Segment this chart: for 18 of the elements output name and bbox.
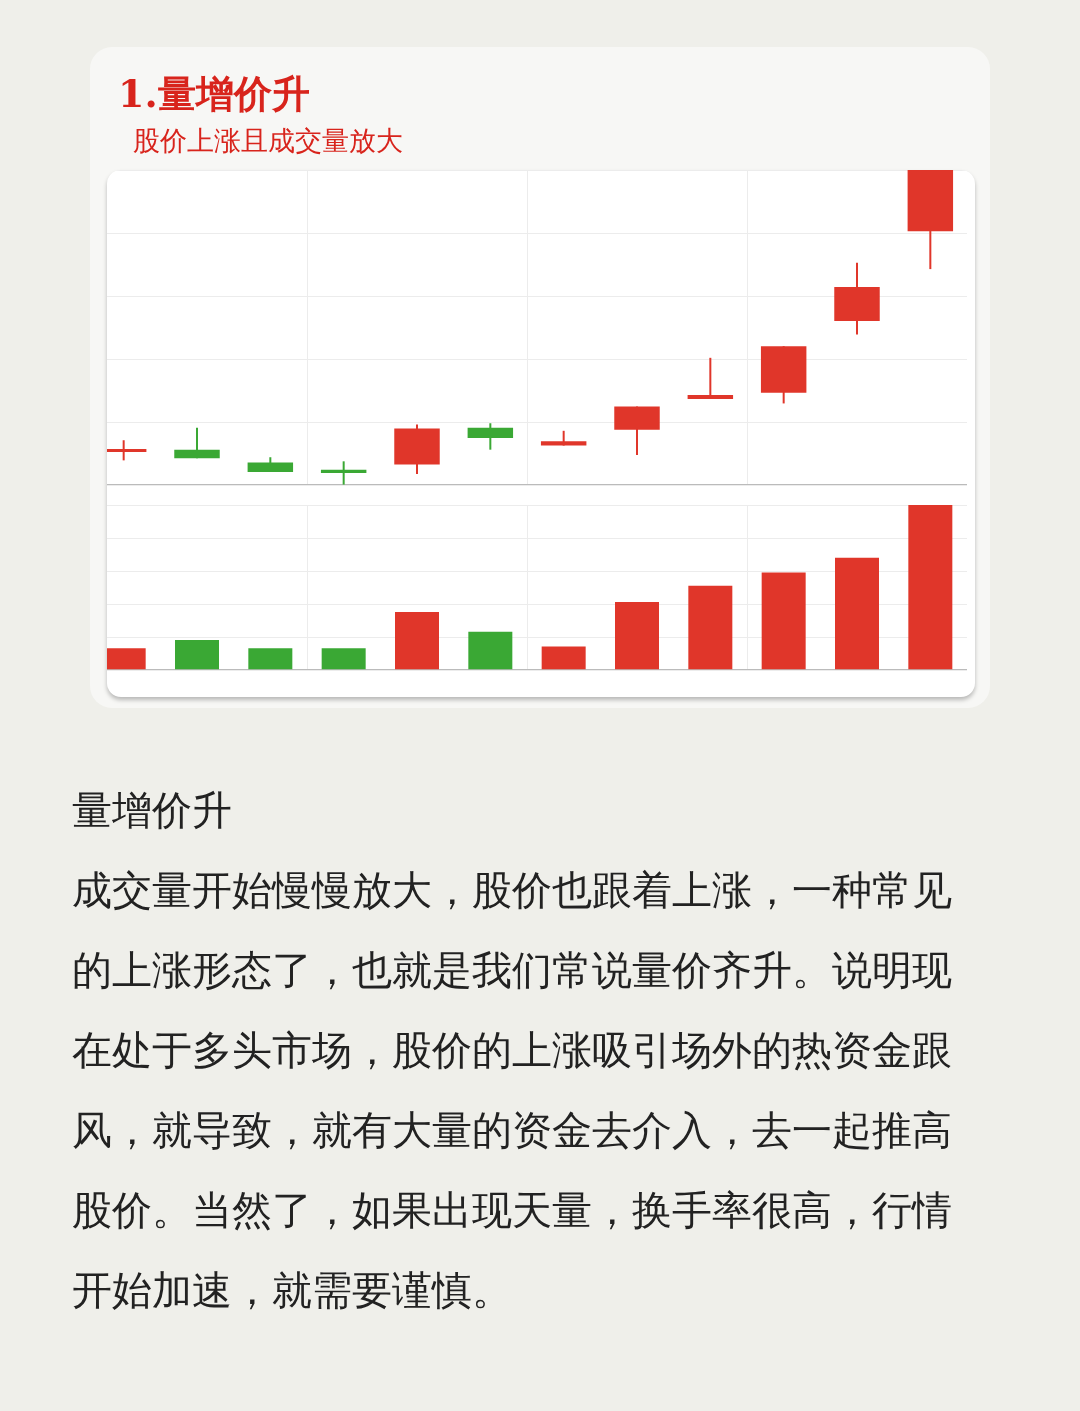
bar bbox=[835, 557, 879, 670]
bar bbox=[908, 505, 953, 670]
bar bbox=[761, 572, 806, 670]
bar bbox=[321, 648, 366, 670]
bar bbox=[468, 631, 513, 670]
bar bbox=[175, 639, 219, 670]
bar bbox=[615, 602, 659, 670]
candlestick bbox=[320, 460, 367, 486]
bar bbox=[248, 648, 293, 670]
bar bbox=[395, 611, 439, 670]
bar bbox=[541, 646, 586, 670]
candlestick bbox=[467, 422, 514, 451]
bar bbox=[688, 585, 733, 670]
chart-subtitle: 股价上涨且成交量放大 bbox=[133, 124, 403, 158]
text: 量增价升 bbox=[72, 786, 233, 835]
chart-title: 1.量增价升 bbox=[118, 70, 310, 118]
candlestick bbox=[687, 356, 734, 401]
text: 成交量开始慢慢放大，股价也跟着上涨，一种常见的上涨形态了，也就是我们常说量价齐升。说明现在处于多头市场，股价的上涨吸引场外的热资金跟风，就导致，就有大量的资金去介入，去一起推高股价。当然了，如果出现天量，换手率很高，行情开始加速，就需要谨慎。 bbox=[72, 866, 953, 1315]
